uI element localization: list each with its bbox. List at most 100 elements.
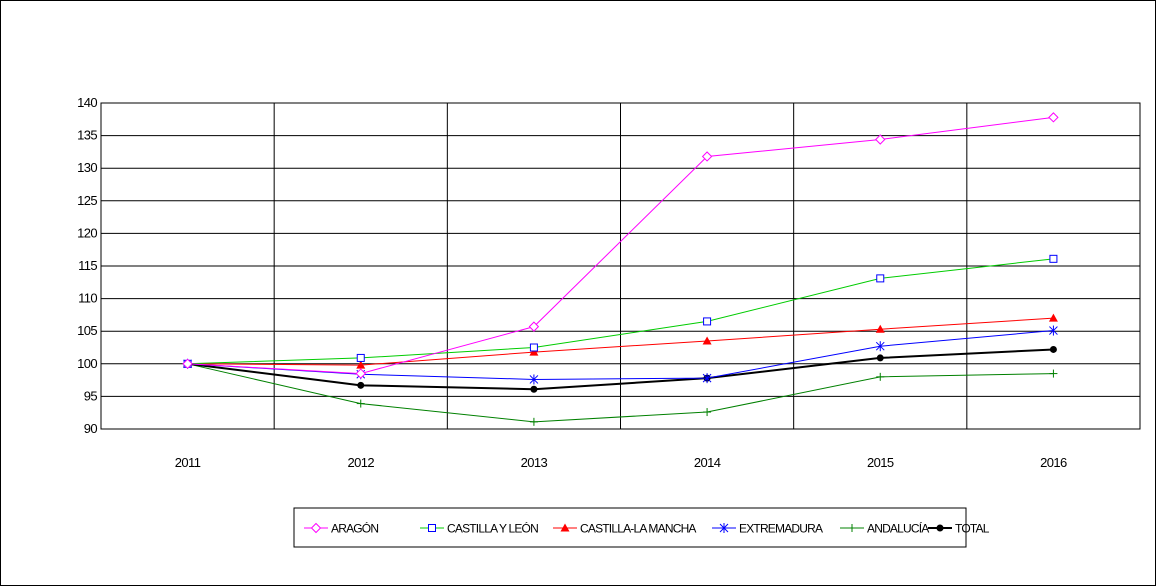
- data-point: [356, 353, 365, 362]
- series-line: [187, 116, 1054, 375]
- diamond-marker: [355, 368, 366, 379]
- data-point: [355, 368, 366, 379]
- data-point: [428, 524, 436, 532]
- diamond-marker: [1048, 112, 1059, 123]
- y-tick-label: 125: [77, 193, 97, 208]
- data-point: [529, 347, 539, 356]
- circle-marker: [936, 524, 944, 532]
- legend-entry: CASTILLA-LA MANCHA: [553, 522, 697, 536]
- legend-label: EXTREMADURA: [739, 522, 823, 536]
- data-point: [719, 523, 729, 533]
- x-tick-label: 2012: [347, 455, 374, 470]
- diamond-marker: [310, 522, 322, 534]
- y-tick-label: 110: [78, 291, 97, 306]
- data-point: [356, 399, 365, 408]
- legend-label: TOTAL: [955, 522, 990, 536]
- data-point: [1049, 254, 1058, 263]
- data-point: [876, 274, 885, 283]
- data-point: [876, 372, 885, 381]
- data-point: [1049, 325, 1058, 336]
- square-marker: [876, 274, 885, 283]
- triangle-marker: [356, 360, 366, 369]
- legend: ARAGÓN CASTILLA Y LEÓN CASTILLA-LA MANCHA E…: [293, 507, 990, 548]
- data-point: [1048, 112, 1059, 123]
- data-point: [875, 324, 885, 333]
- data-point: [560, 523, 570, 532]
- legend-label: ANDALUCÍA: [867, 521, 929, 536]
- x-tick-label: 2016: [1040, 455, 1067, 470]
- data-point: [702, 336, 712, 345]
- square-marker: [428, 524, 436, 532]
- circle-marker: [1049, 345, 1057, 353]
- gridlines: [101, 102, 1140, 430]
- data-point: [1048, 313, 1058, 322]
- data-point: [702, 373, 712, 384]
- series-line: [187, 258, 1054, 365]
- data-point: [529, 343, 538, 352]
- circle-marker: [876, 354, 884, 362]
- y-tick-label: 130: [77, 160, 97, 175]
- data-point: [528, 321, 540, 332]
- data-point: [875, 341, 885, 352]
- square-marker: [356, 353, 365, 362]
- y-tick-label: 105: [77, 323, 97, 338]
- triangle-marker: [560, 523, 570, 532]
- x-tick-label: 2011: [175, 455, 201, 470]
- diamond-marker: [182, 358, 193, 370]
- data-point: [357, 381, 365, 389]
- diamond-marker: [528, 321, 540, 332]
- data-point: [703, 317, 712, 326]
- square-marker: [703, 317, 712, 326]
- legend-entry: ARAGÓN: [304, 521, 379, 536]
- diamond-marker: [701, 151, 713, 162]
- legend-label: ARAGÓN: [331, 521, 378, 536]
- legend-entry: ANDALUCÍA: [840, 521, 930, 536]
- legend-entry: TOTAL: [928, 522, 990, 536]
- circle-marker: [357, 381, 365, 389]
- square-marker: [1049, 254, 1058, 263]
- triangle-marker: [702, 336, 712, 345]
- data-point: [182, 358, 193, 370]
- y-axis: 90 95 100 105 110 115 120 125 130 135 140: [77, 95, 98, 436]
- data-point: [530, 385, 538, 393]
- x-tick-label: 2014: [694, 455, 721, 470]
- x-tick-label: 2013: [521, 455, 548, 470]
- series-line: [187, 330, 1054, 380]
- data-point: [1049, 345, 1057, 353]
- y-tick-label: 120: [77, 225, 97, 240]
- data-point: [529, 374, 539, 385]
- circle-marker: [530, 385, 538, 393]
- series-lines: [182, 112, 1059, 426]
- data-point: [529, 417, 538, 426]
- triangle-marker: [875, 324, 885, 333]
- diamond-marker: [875, 134, 886, 145]
- series-arag-n: [182, 112, 1059, 379]
- data-point: [875, 134, 886, 145]
- y-tick-label: 100: [77, 356, 97, 371]
- data-point: [703, 408, 712, 417]
- legend-entry: EXTREMADURA: [712, 522, 824, 536]
- x-tick-label: 2015: [867, 455, 894, 470]
- y-tick-label: 95: [84, 388, 98, 403]
- data-point: [701, 151, 713, 162]
- legend-label: CASTILLA-LA MANCHA: [580, 522, 696, 536]
- data-point: [848, 524, 856, 532]
- series-line: [187, 348, 1054, 391]
- y-tick-label: 115: [78, 258, 97, 273]
- triangle-marker: [1048, 313, 1058, 322]
- data-point: [876, 354, 884, 362]
- y-tick-label: 135: [77, 128, 97, 143]
- series-line: [187, 363, 1054, 423]
- x-axis: 2011 2012 2013 2014 2015 2016: [175, 455, 1068, 470]
- y-tick-label: 90: [84, 421, 98, 436]
- square-marker: [529, 343, 538, 352]
- data-point: [310, 522, 322, 534]
- legend-entry: CASTILLA Y LEÓN: [420, 521, 539, 536]
- triangle-marker: [529, 347, 539, 356]
- data-point: [1049, 369, 1058, 378]
- data-point: [936, 524, 944, 532]
- y-tick-label: 140: [77, 95, 97, 110]
- data-point: [356, 360, 366, 369]
